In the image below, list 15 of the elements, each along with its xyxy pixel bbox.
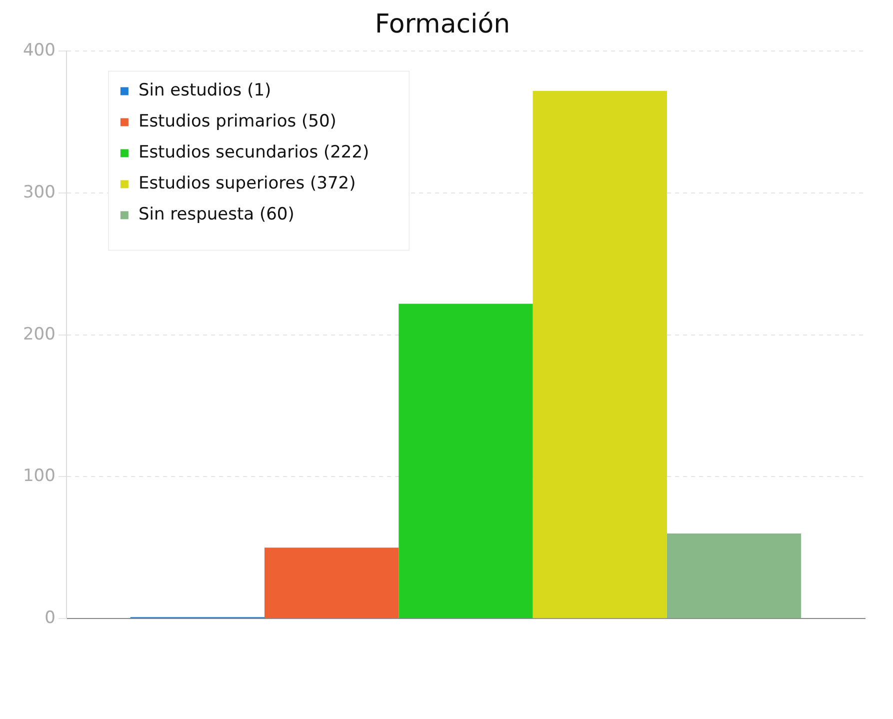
chart-title: Formación	[374, 9, 510, 40]
legend-label: Estudios secundarios (222)	[138, 142, 370, 163]
bar	[666, 533, 802, 618]
bar	[398, 304, 533, 618]
legend-label: Estudios primarios (50)	[138, 112, 336, 132]
y-tick-label: 200	[22, 324, 56, 344]
legend-label: Sin estudios (1)	[138, 80, 272, 101]
legend-label: Sin respuesta (60)	[138, 204, 294, 225]
y-tick-label: 400	[22, 40, 56, 61]
y-tick-label: 0	[44, 608, 56, 628]
bar	[532, 90, 667, 618]
legend-label: Estudios superiores (372)	[138, 174, 356, 194]
y-tick-label: 300	[22, 182, 56, 202]
bar	[264, 548, 399, 618]
y-tick-label: 100	[22, 466, 56, 486]
